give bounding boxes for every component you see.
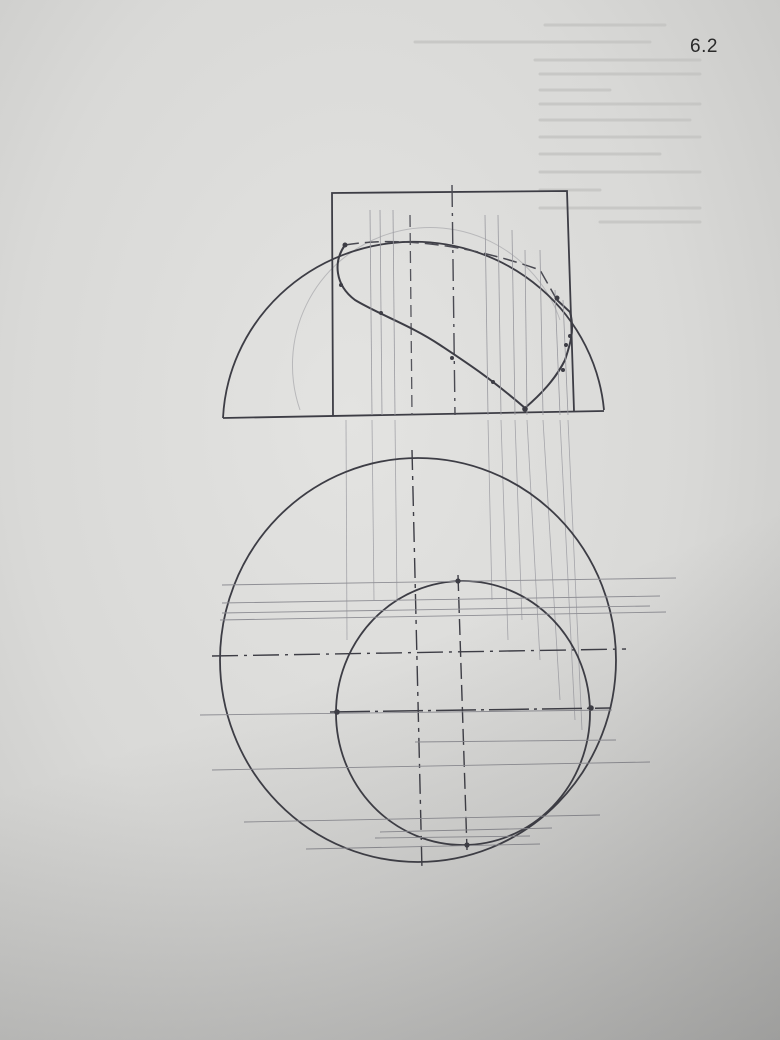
top-view (199, 449, 677, 871)
front-view (222, 184, 605, 419)
horizontal-construction-lines (199, 577, 677, 850)
projection-lines-front (369, 209, 569, 416)
prism-outline (331, 190, 575, 417)
small-circle-horizontal-axis (329, 707, 611, 713)
top-vertical-axis (411, 449, 423, 871)
top-horizontal-axis (211, 648, 627, 657)
section-points (339, 242, 572, 412)
sphere-outline-top (219, 457, 617, 863)
section-curve (336, 244, 574, 410)
front-base-line (222, 410, 605, 419)
front-axis (451, 184, 456, 416)
top-view-points (334, 578, 594, 848)
page-number: 6.2 (690, 36, 718, 57)
projection-lines-between (345, 419, 583, 731)
hidden-section-curve (344, 240, 558, 301)
dashed-guide (409, 214, 413, 416)
small-circle-vertical-axis (457, 574, 468, 851)
